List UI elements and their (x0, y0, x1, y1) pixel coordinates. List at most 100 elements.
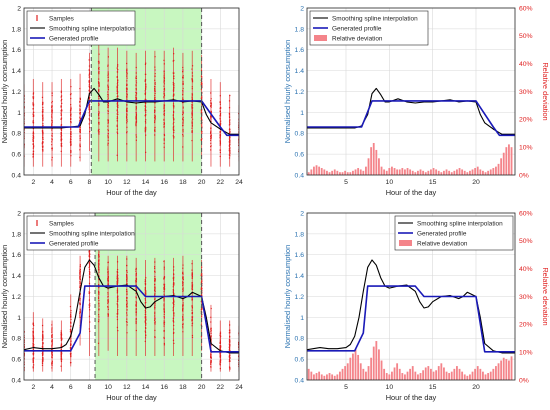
legend-entry-label: Generated profile (49, 240, 99, 247)
spline-line (24, 259, 239, 354)
y2-tick-label: 0% (519, 377, 529, 384)
deviation-bar (393, 168, 396, 175)
deviation-bar (419, 373, 422, 380)
deviation-bar (380, 360, 383, 380)
legend: Smoothing spline interpolation Generated … (309, 10, 429, 46)
y-tick-label: 0.8 (295, 336, 305, 343)
profile-line (24, 285, 239, 353)
deviation-bar (401, 373, 404, 380)
deviation-bar (362, 170, 365, 175)
deviation-bar (333, 375, 336, 380)
deviation-bar (370, 147, 373, 175)
legend: Samples Smoothing spline interpolation Gen… (26, 10, 136, 46)
x-tick-label: 5 (344, 384, 348, 391)
deviation-bar (385, 373, 388, 380)
deviation-bar (422, 170, 425, 175)
y-axis-label: Normalised hourly consumption (0, 245, 9, 349)
x-tick-label: 8 (88, 384, 92, 391)
deviation-bar (310, 169, 313, 175)
deviation-bar (414, 371, 417, 380)
deviation-bar (339, 172, 341, 175)
y-axis-label: Normalised hourly consumption (283, 245, 292, 349)
deviation-bar (474, 368, 477, 380)
y-tick-label: 1.2 (12, 89, 22, 96)
deviation-bar (466, 375, 469, 380)
y-tick-label: 0.8 (12, 131, 22, 138)
deviation-bar (450, 172, 453, 175)
x-tick-label: 14 (142, 179, 150, 186)
deviation-bar (339, 371, 341, 380)
y-tick-label: 1.4 (12, 273, 22, 280)
deviation-bar (414, 172, 417, 175)
deviation-bar (453, 368, 456, 380)
x-tick-label: 14 (142, 384, 150, 391)
deviation-bar (411, 170, 414, 175)
deviation-bar (354, 169, 357, 175)
deviation-bar (409, 169, 412, 175)
legend-entry-label: Samples (49, 15, 74, 22)
deviation-bar (417, 170, 419, 175)
chart-panel-d: 5 10 15 200.40.60.811.21.41.61.820%10%20%30… (283, 210, 550, 402)
deviation-bar (443, 367, 445, 380)
plot-content (307, 87, 515, 175)
legend-box (394, 215, 514, 251)
y-tick-label: 0.4 (295, 172, 305, 179)
legend-entry-label: Samples (49, 220, 74, 227)
deviation-bar (427, 170, 430, 175)
x-axis-label: Hour of the day (106, 188, 157, 197)
chart-panel-b: 5 10 15 200.40.60.811.21.41.61.820%10%20%30… (283, 5, 550, 197)
deviation-bar (495, 166, 497, 175)
x-axis-label: Hour of the day (386, 188, 437, 197)
deviation-bar (502, 152, 505, 175)
deviation-bar (346, 172, 349, 175)
y-tick-label: 1.8 (295, 26, 305, 33)
x-tick-label: 20 (472, 179, 480, 186)
deviation-bar (424, 172, 427, 175)
y-tick-label: 0.6 (295, 357, 305, 364)
x-tick-label: 10 (104, 179, 112, 186)
deviation-bar (367, 366, 370, 380)
deviation-bar (409, 368, 412, 380)
deviation-bar (344, 170, 347, 175)
deviation-bar (448, 373, 451, 380)
deviation-bar (471, 371, 474, 380)
axes-frame (306, 7, 516, 176)
deviation-bar (318, 166, 321, 175)
deviation-bar (362, 368, 365, 380)
deviation-bar (456, 366, 458, 380)
deviation-bar (469, 374, 471, 380)
y-tick-label: 1 (17, 315, 21, 322)
deviation-bar (370, 357, 373, 380)
deviation-bar (484, 374, 487, 380)
y-tick-label: 0.4 (12, 172, 22, 179)
y-tick-label: 1.8 (12, 231, 22, 238)
deviation-bar (458, 168, 461, 175)
deviation-bar (307, 368, 310, 380)
profile-line (307, 100, 515, 137)
deviation-bar (372, 346, 375, 380)
legend-entry-label: Generated profile (332, 25, 382, 32)
deviation-bar (388, 374, 391, 380)
deviation-bar (411, 366, 414, 380)
deviation-bar (497, 163, 500, 175)
legend-entry-label: Smoothing spline interpolation (332, 15, 418, 22)
deviation-bar (440, 172, 443, 175)
x-tick-label: 12 (123, 384, 131, 391)
plot-content (24, 231, 239, 372)
deviation-bar (359, 363, 362, 380)
x-tick-label: 6 (69, 179, 73, 186)
deviation-bar (357, 354, 360, 380)
legend-key-deviation (399, 240, 412, 246)
deviation-bar (448, 170, 451, 175)
y2-tick-label: 50% (519, 238, 533, 245)
deviation-bar (443, 170, 445, 175)
deviation-bar (450, 371, 453, 380)
deviation-bar (375, 149, 378, 175)
deviation-bar (492, 168, 495, 175)
y2-tick-label: 30% (519, 89, 533, 96)
deviation-bar (508, 360, 510, 380)
y-tick-label: 1.4 (12, 68, 22, 75)
deviation-bar (385, 170, 388, 175)
deviation-bar (398, 368, 401, 380)
deviation-bar (406, 168, 409, 175)
